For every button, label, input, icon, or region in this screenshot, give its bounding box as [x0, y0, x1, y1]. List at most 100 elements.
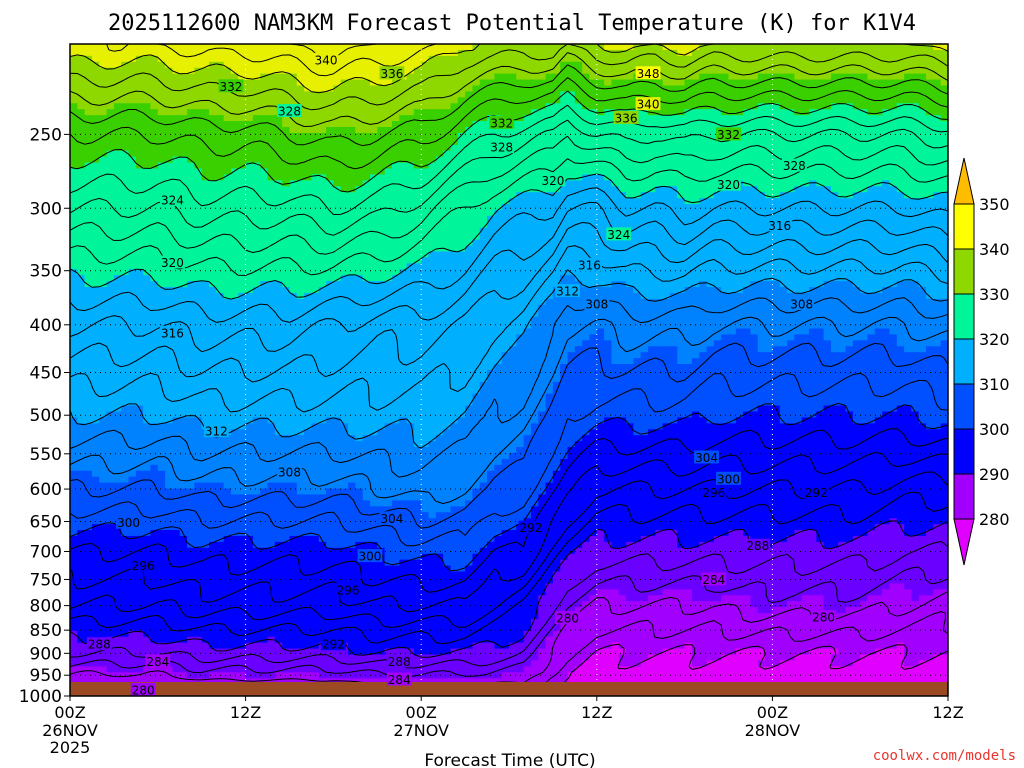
contour-label: 336: [380, 67, 403, 81]
terrain-band: [70, 681, 948, 696]
contour-label-bg: [277, 464, 302, 478]
x-tick-label: 00Z: [757, 703, 788, 722]
x-tick-date: 26NOV: [42, 721, 98, 740]
y-tick-label: 850: [30, 621, 62, 641]
contour-label: 320: [717, 178, 740, 192]
y-tick-label: 400: [30, 316, 62, 336]
colorbar-segment: [953, 338, 975, 385]
contour-label: 324: [607, 228, 630, 242]
contour-label-bg: [203, 424, 229, 438]
contour-label: 312: [556, 285, 579, 299]
contour-label: 288: [746, 539, 769, 553]
contour-label: 340: [637, 98, 660, 112]
plot-area: 3403363323283323283203243203163123083002…: [69, 43, 949, 697]
contour-label-bg: [335, 583, 361, 597]
y-axis: 250 300 350 400 450 500 550 600 650 700 750 800 850 9…: [19, 125, 70, 707]
contour-306: [70, 316, 948, 504]
contour-label: 296: [337, 584, 360, 598]
y-tick-label: 300: [30, 199, 62, 219]
contour-334: [70, 64, 948, 147]
colorbar-extend-bottom: [953, 518, 975, 566]
contour-304: [70, 342, 948, 529]
contour-label-bg: [555, 284, 580, 298]
colorbar-segment: [953, 293, 975, 340]
y-tick-label: 800: [30, 597, 62, 617]
y-tick-label: 500: [30, 406, 62, 426]
colorbar-segment: [953, 248, 975, 295]
contour-label: 332: [220, 80, 243, 94]
contour-label: 300: [717, 472, 740, 486]
contour-292: [70, 491, 948, 645]
contour-332: [70, 77, 948, 170]
contour-label-bg: [86, 637, 112, 651]
contour-label-bg: [321, 637, 346, 651]
contour-label: 296: [702, 486, 725, 500]
contour-322: [70, 158, 948, 276]
x-tick-date: 28NOV: [745, 721, 801, 740]
contour-label-bg: [701, 572, 727, 586]
colorbar-tick-label: 340: [979, 240, 1010, 259]
y-tick-label: 350: [30, 262, 62, 282]
contour-label: 312: [205, 425, 228, 439]
contour-label-bg: [716, 127, 741, 141]
contour-label: 300: [117, 516, 140, 530]
contour-label-bg: [716, 471, 741, 485]
contour-label-bg: [540, 173, 566, 187]
contour-328: [70, 104, 948, 215]
y-tick-label: 1000: [19, 687, 62, 707]
colorbar-tick-label: 310: [979, 375, 1010, 394]
contour-label: 284: [388, 673, 411, 687]
contour-label: 292: [322, 638, 345, 652]
x-tick-label: 12Z: [932, 703, 963, 722]
contour-label-bg: [357, 549, 383, 563]
y-tick-label: 650: [30, 512, 62, 532]
colorbar-tick-label: 350: [979, 195, 1010, 214]
x-tick-label: 12Z: [230, 703, 261, 722]
contour-316: [70, 201, 948, 353]
colorbar-segment: [953, 473, 975, 520]
contour-label: 348: [637, 67, 660, 81]
contour-label: 336: [615, 111, 638, 125]
y-tick-label: 700: [30, 543, 62, 563]
contour-label-bg: [635, 66, 661, 80]
contour-302: [70, 372, 948, 547]
contour-label: 280: [132, 683, 155, 697]
contour-label-bg: [606, 227, 632, 241]
contour-label: 316: [161, 326, 184, 340]
contour-label-bg: [635, 97, 661, 111]
contour-294: [70, 471, 948, 628]
contour-label: 300: [359, 550, 382, 564]
contour-label-bg: [701, 485, 727, 499]
source-credit: coolwx.com/models: [873, 748, 1016, 764]
contour-label-bg: [613, 110, 639, 124]
contour-label-bg: [518, 520, 544, 534]
contour-label: 332: [717, 128, 740, 142]
y-tick-label: 950: [30, 666, 62, 686]
contour-labels: 3403363323283323283203243203163123083002…: [86, 52, 837, 697]
contour-310: [70, 269, 948, 449]
contour-label: 328: [783, 159, 806, 173]
contour-label-bg: [160, 193, 185, 207]
contour-label: 304: [380, 512, 403, 526]
contour-label: 296: [132, 559, 155, 573]
contour-label-bg: [379, 511, 405, 525]
x-axis-label: Forecast Time (UTC): [424, 751, 595, 768]
colorbar-tick-label: 300: [979, 420, 1010, 439]
contour-label-bg: [386, 672, 412, 686]
contour-label: 324: [161, 194, 184, 208]
colorbar-segment: [953, 383, 975, 430]
contour-label-bg: [116, 515, 141, 529]
x-tick-year: 2025: [50, 738, 91, 757]
contour-label: 320: [161, 256, 184, 270]
contour-label-bg: [767, 218, 793, 232]
contour-label-bg: [160, 325, 185, 339]
contour-label: 320: [541, 174, 564, 188]
contour-label-bg: [218, 79, 244, 93]
colorbar-tick-label: 290: [979, 465, 1010, 484]
contour-label-bg: [160, 255, 185, 269]
x-tick-date: 27NOV: [393, 721, 449, 740]
contour-320: [70, 173, 948, 300]
contour-label: 292: [805, 486, 828, 500]
contour-308: [70, 297, 948, 478]
